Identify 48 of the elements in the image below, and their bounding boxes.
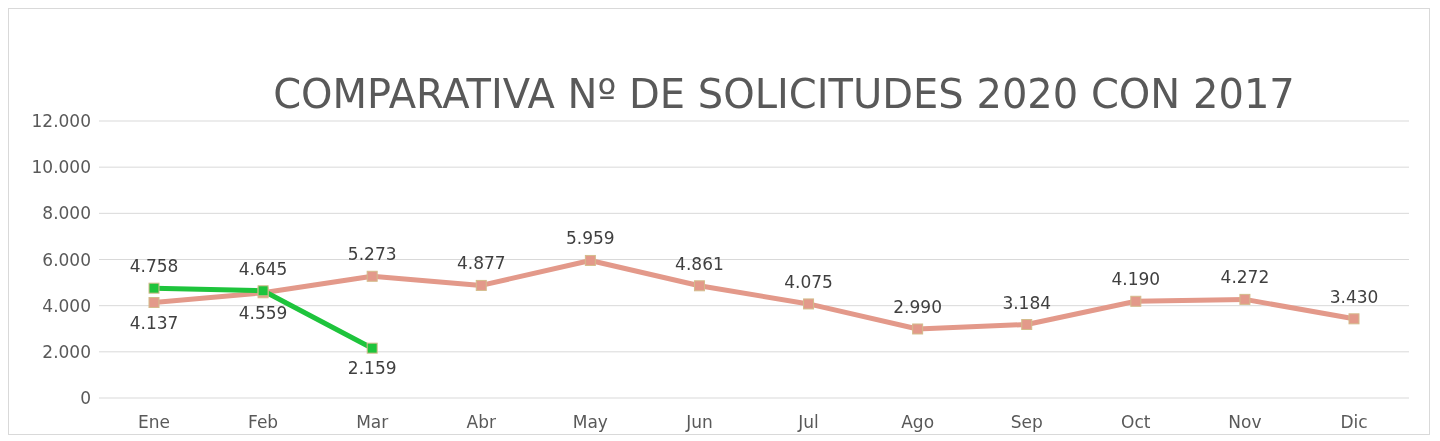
x-tick-label: Ene xyxy=(138,412,170,433)
y-tick-label: 0 xyxy=(80,388,91,409)
data-label: 4.758 xyxy=(129,256,179,277)
data-label: 5.273 xyxy=(347,244,397,265)
point xyxy=(1130,295,1142,307)
point xyxy=(803,298,815,310)
data-label: 4.190 xyxy=(1111,269,1161,290)
data-label: 4.861 xyxy=(675,253,724,274)
point xyxy=(1348,313,1360,325)
point xyxy=(1021,319,1033,330)
chart-title: COMPARATIVA Nº DE SOLICITUDES 2020 CON 2017 xyxy=(273,71,1295,117)
x-tick-label: Sep xyxy=(1010,412,1043,433)
x-tick-label: Feb xyxy=(248,412,279,433)
x-tick-label: Jun xyxy=(685,412,713,433)
x-tick-label: Nov xyxy=(1228,412,1262,433)
data-label: 2.159 xyxy=(347,358,397,379)
x-tick-label: Jul xyxy=(797,412,819,433)
point xyxy=(148,297,160,308)
data-label: 4.137 xyxy=(129,312,179,333)
point xyxy=(693,280,705,292)
point xyxy=(475,279,487,291)
point xyxy=(912,323,924,335)
x-tick-label: May xyxy=(572,412,608,433)
y-tick-label: 6.000 xyxy=(42,249,91,270)
x-tick-label: Abr xyxy=(466,412,496,433)
y-tick-label: 8.000 xyxy=(42,203,91,224)
x-tick-label: Dic xyxy=(1340,412,1368,433)
y-tick-label: 10.000 xyxy=(31,157,91,178)
data-label: 4.272 xyxy=(1220,267,1270,288)
data-label: 3.184 xyxy=(1002,292,1052,313)
x-tick-label: Mar xyxy=(356,412,389,433)
data-label: 2.990 xyxy=(893,296,942,317)
point xyxy=(1239,293,1251,305)
data-label: 4.877 xyxy=(456,253,506,274)
data-label: 4.645 xyxy=(238,258,288,279)
data-label: 4.075 xyxy=(784,271,833,292)
y-tick-label: 12.000 xyxy=(31,111,91,132)
y-tick-label: 4.000 xyxy=(42,295,91,316)
data-label: 4.559 xyxy=(238,302,288,323)
y-tick-label: 2.000 xyxy=(42,341,91,362)
point xyxy=(584,254,596,266)
x-tick-label: Ago xyxy=(901,412,935,433)
point xyxy=(148,282,160,294)
x-tick-label: Oct xyxy=(1121,412,1151,433)
data-label: 3.430 xyxy=(1329,286,1379,307)
point xyxy=(366,270,378,282)
data-label: 5.959 xyxy=(566,228,615,249)
point xyxy=(366,342,378,354)
